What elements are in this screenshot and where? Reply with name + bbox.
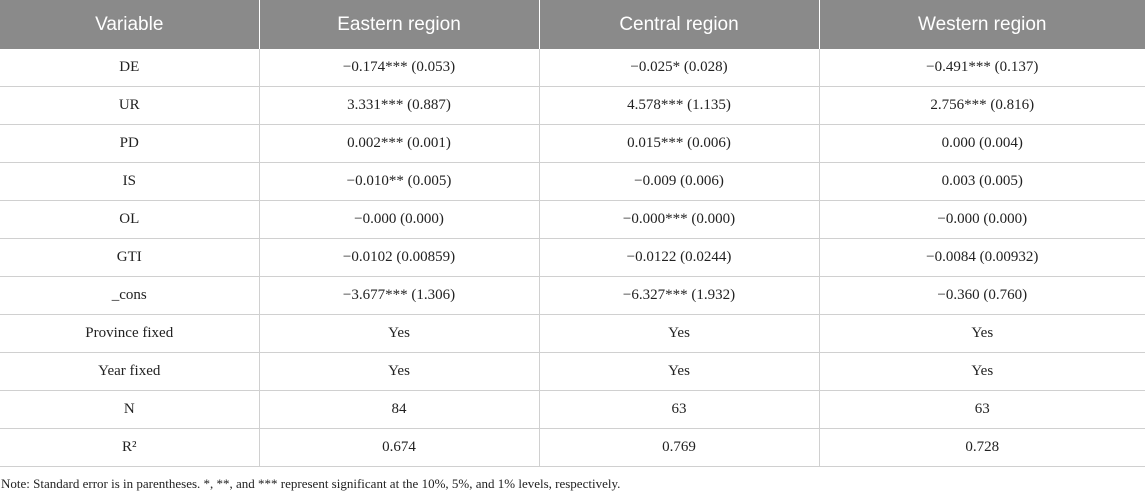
row-label: PD <box>0 124 260 163</box>
cell-western: −0.491*** (0.137) <box>818 49 1145 87</box>
cell-central: 0.769 <box>538 428 820 467</box>
cell-eastern: −3.677*** (1.306) <box>258 276 540 315</box>
cell-central: −0.009 (0.006) <box>538 162 820 201</box>
row-label: R² <box>0 428 260 467</box>
table-row: PD 0.002*** (0.001) 0.015*** (0.006) 0.0… <box>0 124 1145 163</box>
row-label: N <box>0 390 260 429</box>
row-label: UR <box>0 86 260 125</box>
cell-western: −0.0084 (0.00932) <box>818 238 1145 277</box>
table-row: R² 0.674 0.769 0.728 <box>0 428 1145 467</box>
row-label: DE <box>0 49 260 87</box>
cell-central: 63 <box>538 390 820 429</box>
cell-western: 0.000 (0.004) <box>818 124 1145 163</box>
cell-central: −0.0122 (0.0244) <box>538 238 820 277</box>
cell-western: −0.360 (0.760) <box>818 276 1145 315</box>
cell-central: 4.578*** (1.135) <box>538 86 820 125</box>
cell-western: 2.756*** (0.816) <box>818 86 1145 125</box>
cell-central: −0.000*** (0.000) <box>538 200 820 239</box>
row-label: Province fixed <box>0 314 260 353</box>
table-row: Province fixed Yes Yes Yes <box>0 314 1145 353</box>
cell-eastern: 3.331*** (0.887) <box>258 86 540 125</box>
header-eastern-region: Eastern region <box>259 0 540 49</box>
table-row: _cons −3.677*** (1.306) −6.327*** (1.932… <box>0 276 1145 315</box>
cell-western: Yes <box>818 352 1145 391</box>
cell-western: 63 <box>818 390 1145 429</box>
cell-eastern: 0.002*** (0.001) <box>258 124 540 163</box>
cell-eastern: 0.674 <box>258 428 540 467</box>
cell-western: 0.003 (0.005) <box>818 162 1145 201</box>
row-label: _cons <box>0 276 260 315</box>
table-row: UR 3.331*** (0.887) 4.578*** (1.135) 2.7… <box>0 86 1145 125</box>
cell-eastern: Yes <box>258 314 540 353</box>
row-label: OL <box>0 200 260 239</box>
cell-central: −0.025* (0.028) <box>538 49 820 87</box>
cell-central: −6.327*** (1.932) <box>538 276 820 315</box>
header-central-region: Central region <box>539 0 820 49</box>
row-label: IS <box>0 162 260 201</box>
cell-eastern: −0.174*** (0.053) <box>258 49 540 87</box>
cell-western: Yes <box>818 314 1145 353</box>
table-row: IS −0.010** (0.005) −0.009 (0.006) 0.003… <box>0 162 1145 201</box>
cell-western: 0.728 <box>818 428 1145 467</box>
regression-table: Variable Eastern region Central region W… <box>0 0 1145 467</box>
cell-eastern: 84 <box>258 390 540 429</box>
cell-central: 0.015*** (0.006) <box>538 124 820 163</box>
header-row: Variable Eastern region Central region W… <box>0 0 1145 49</box>
table-row: DE −0.174*** (0.053) −0.025* (0.028) −0.… <box>0 49 1145 87</box>
cell-western: −0.000 (0.000) <box>818 200 1145 239</box>
header-variable: Variable <box>0 0 260 49</box>
table-row: GTI −0.0102 (0.00859) −0.0122 (0.0244) −… <box>0 238 1145 277</box>
cell-eastern: −0.000 (0.000) <box>258 200 540 239</box>
row-label: GTI <box>0 238 260 277</box>
table-note: Note: Standard error is in parentheses. … <box>1 476 621 491</box>
cell-eastern: −0.0102 (0.00859) <box>258 238 540 277</box>
cell-eastern: Yes <box>258 352 540 391</box>
header-western-region: Western region <box>819 0 1145 49</box>
cell-eastern: −0.010** (0.005) <box>258 162 540 201</box>
table-row: N 84 63 63 <box>0 390 1145 429</box>
cell-central: Yes <box>538 352 820 391</box>
cell-central: Yes <box>538 314 820 353</box>
table-row: OL −0.000 (0.000) −0.000*** (0.000) −0.0… <box>0 200 1145 239</box>
table-row: Year fixed Yes Yes Yes <box>0 352 1145 391</box>
row-label: Year fixed <box>0 352 260 391</box>
